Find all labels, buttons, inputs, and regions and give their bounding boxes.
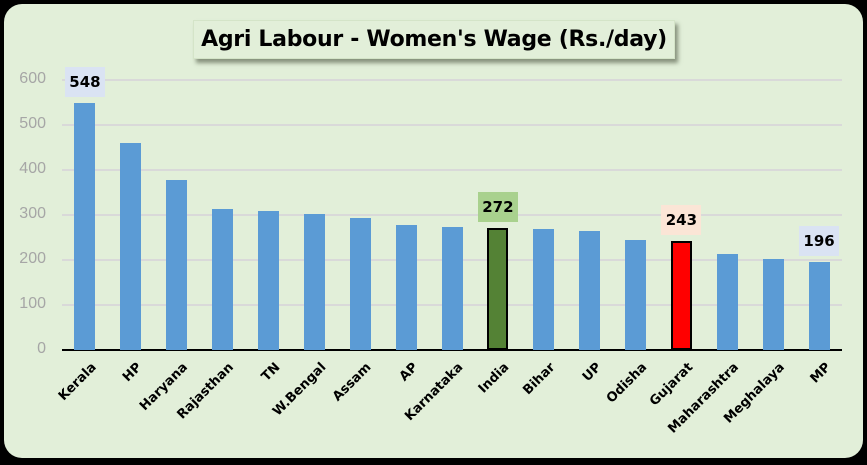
x-tick-label: Assam	[330, 360, 375, 405]
y-tick-label: 400	[19, 160, 46, 177]
y-tick-label: 100	[19, 295, 46, 312]
y-tick-label: 500	[19, 115, 46, 132]
bar-odisha	[625, 240, 647, 350]
x-axis-line	[62, 349, 842, 351]
x-tick-label: HP	[120, 360, 146, 386]
bar-ap	[395, 224, 417, 350]
chart-title-box: Agri Labour - Women's Wage (Rs./day)	[193, 20, 675, 59]
y-tick-label: 0	[37, 340, 46, 357]
bar-kerala	[74, 103, 96, 350]
bar-karnataka	[441, 227, 463, 350]
gridline	[62, 169, 842, 171]
x-tick-label: Kerala	[55, 360, 100, 404]
bar-haryana	[166, 179, 188, 350]
bar-india	[487, 227, 509, 350]
gridline	[62, 214, 842, 216]
bar-maharashtra	[716, 254, 738, 350]
data-label: 196	[799, 225, 840, 256]
bar-gujarat	[670, 240, 692, 350]
bar-up	[579, 231, 601, 350]
x-tick-label: Bihar	[520, 360, 559, 399]
bar-tn	[257, 210, 279, 350]
y-tick-label: 600	[19, 70, 46, 87]
data-label: 548	[64, 67, 105, 98]
data-label: 243	[661, 204, 702, 235]
bar-wbengal	[303, 214, 325, 350]
gridline	[62, 124, 842, 126]
y-tick-label: 300	[19, 205, 46, 222]
data-label: 272	[477, 191, 518, 222]
x-tick-label: AP	[396, 360, 421, 385]
x-tick-label: TN	[258, 360, 284, 385]
y-tick-label: 200	[19, 250, 46, 267]
bar-assam	[349, 218, 371, 350]
bar-bihar	[533, 228, 555, 350]
x-tick-label: India	[475, 360, 513, 397]
bar-rajasthan	[212, 209, 234, 350]
bar-mp	[808, 261, 830, 350]
bar-hp	[120, 143, 142, 350]
x-tick-label: MP	[807, 360, 834, 387]
x-tick-label: Odisha	[603, 360, 651, 407]
x-tick-label: UP	[579, 360, 605, 385]
gridline	[62, 79, 842, 81]
bar-meghalaya	[762, 259, 784, 350]
chart-title: Agri Labour - Women's Wage (Rs./day)	[201, 27, 667, 52]
